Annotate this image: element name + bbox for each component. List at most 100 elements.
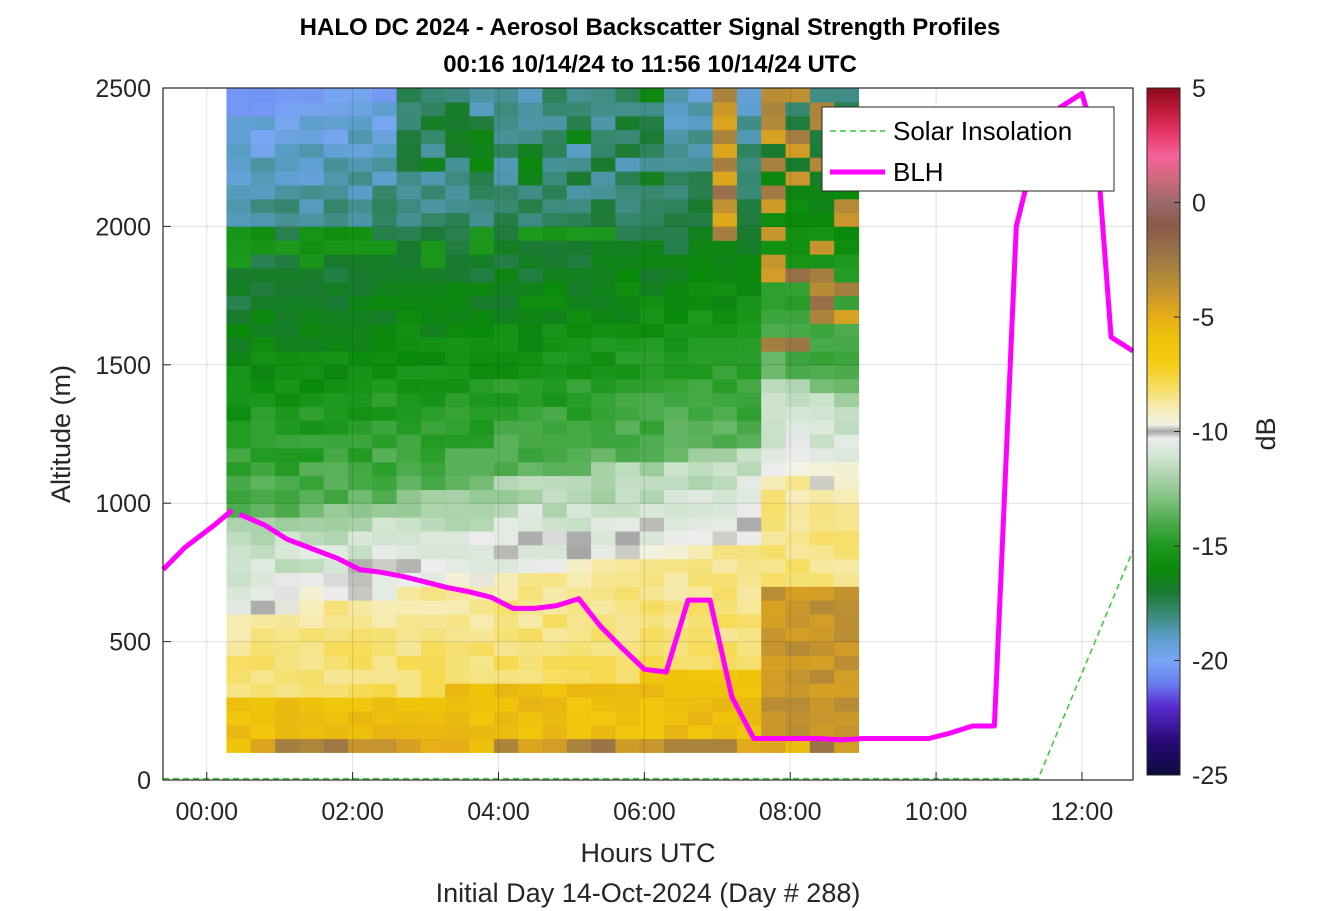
heatmap-cell (688, 710, 714, 726)
heatmap-cell (566, 240, 592, 255)
heatmap-cell (372, 406, 398, 421)
heatmap-cell (226, 129, 252, 144)
heatmap-cell (736, 461, 762, 477)
heatmap-cell (785, 641, 811, 657)
heatmap-cell (347, 240, 373, 255)
heatmap-cell (688, 434, 714, 449)
heatmap-cell (372, 613, 398, 629)
heatmap-cell (299, 281, 325, 297)
heatmap-cell (639, 212, 665, 227)
heatmap-cell (518, 683, 544, 698)
heatmap-cell (226, 669, 252, 684)
heatmap-cell (396, 447, 422, 463)
heatmap-cell (688, 157, 714, 172)
heatmap-cell (688, 406, 714, 421)
heatmap-cell (250, 503, 276, 518)
heatmap-cell (226, 461, 252, 477)
heatmap-cell (275, 586, 300, 601)
heatmap-cell (323, 696, 349, 712)
heatmap-cell (591, 157, 616, 172)
heatmap-cell (396, 267, 422, 283)
heatmap-cell (639, 696, 665, 712)
heatmap-cell (420, 489, 446, 504)
colorbar-tick-label: -20 (1192, 648, 1228, 676)
heatmap-cell (809, 226, 835, 241)
heatmap-cell (372, 184, 398, 200)
heatmap-cell (396, 696, 422, 712)
heatmap-cell (275, 669, 300, 684)
heatmap-cell (591, 350, 616, 366)
heatmap-cell (299, 392, 325, 407)
heatmap-cell (542, 613, 568, 629)
heatmap-cell (445, 295, 471, 311)
heatmap-cell (542, 323, 568, 338)
heatmap-cell (566, 572, 592, 587)
heatmap-cell (250, 420, 276, 435)
heatmap-cell (785, 558, 811, 573)
heatmap-cell (469, 683, 495, 698)
heatmap-cell (275, 378, 300, 394)
heatmap-cell (736, 101, 762, 117)
heatmap-cell (469, 267, 495, 283)
heatmap-cell (518, 295, 544, 311)
heatmap-cell (761, 600, 787, 615)
heatmap-cell (396, 323, 422, 338)
heatmap-cell (542, 475, 568, 490)
heatmap-cell (736, 447, 762, 463)
heatmap-cell (372, 517, 398, 532)
heatmap-cell (493, 627, 519, 643)
heatmap-cell (785, 212, 811, 227)
heatmap-cell (518, 364, 544, 380)
heatmap-cell (445, 544, 471, 560)
heatmap-cell (420, 129, 446, 144)
heatmap-cell (372, 115, 398, 131)
heatmap-cell (518, 530, 544, 546)
heatmap-cell (518, 184, 544, 200)
heatmap-cell (250, 544, 276, 560)
heatmap-cell (615, 281, 641, 297)
heatmap-cell (761, 323, 787, 338)
heatmap-cell (591, 724, 616, 740)
heatmap-cell (347, 157, 373, 172)
heatmap-cell (615, 503, 641, 518)
heatmap-cell (420, 447, 446, 463)
heatmap-cell (226, 420, 252, 435)
heatmap-cell (469, 323, 495, 338)
heatmap-cell (591, 129, 616, 144)
heatmap-cell (834, 309, 860, 324)
heatmap-cell (566, 323, 592, 338)
heatmap-cell (445, 115, 471, 131)
heatmap-cell (518, 101, 544, 117)
heatmap-cell (445, 364, 471, 380)
heatmap-cell (396, 212, 422, 227)
heatmap-cell (347, 600, 373, 615)
heatmap-cell (396, 517, 422, 532)
heatmap-cell (396, 281, 422, 297)
heatmap-cell (712, 586, 738, 601)
heatmap-cell (785, 613, 811, 629)
heatmap-cell (688, 655, 714, 670)
heatmap-cell (809, 406, 835, 421)
heatmap-cell (493, 323, 519, 338)
legend-label-solar: Solar Insolation (893, 116, 1072, 146)
heatmap-cell (445, 392, 471, 407)
heatmap-cell (809, 323, 835, 338)
heatmap-cell (809, 558, 835, 573)
heatmap-cell (639, 364, 665, 380)
heatmap-cell (664, 696, 689, 712)
heatmap-cell (347, 309, 373, 324)
heatmap-cell (542, 489, 568, 504)
heatmap-cell (323, 503, 349, 518)
heatmap-cell (420, 337, 446, 352)
heatmap-cell (299, 337, 325, 352)
heatmap-cell (615, 88, 641, 103)
heatmap-cell (275, 198, 300, 214)
heatmap-cell (469, 406, 495, 421)
heatmap-cell (664, 198, 689, 214)
heatmap-cell (664, 586, 689, 601)
heatmap-cell (688, 184, 714, 200)
heatmap-cell (493, 115, 519, 131)
heatmap-cell (275, 420, 300, 435)
heatmap-cell (445, 212, 471, 227)
heatmap-cell (736, 281, 762, 297)
